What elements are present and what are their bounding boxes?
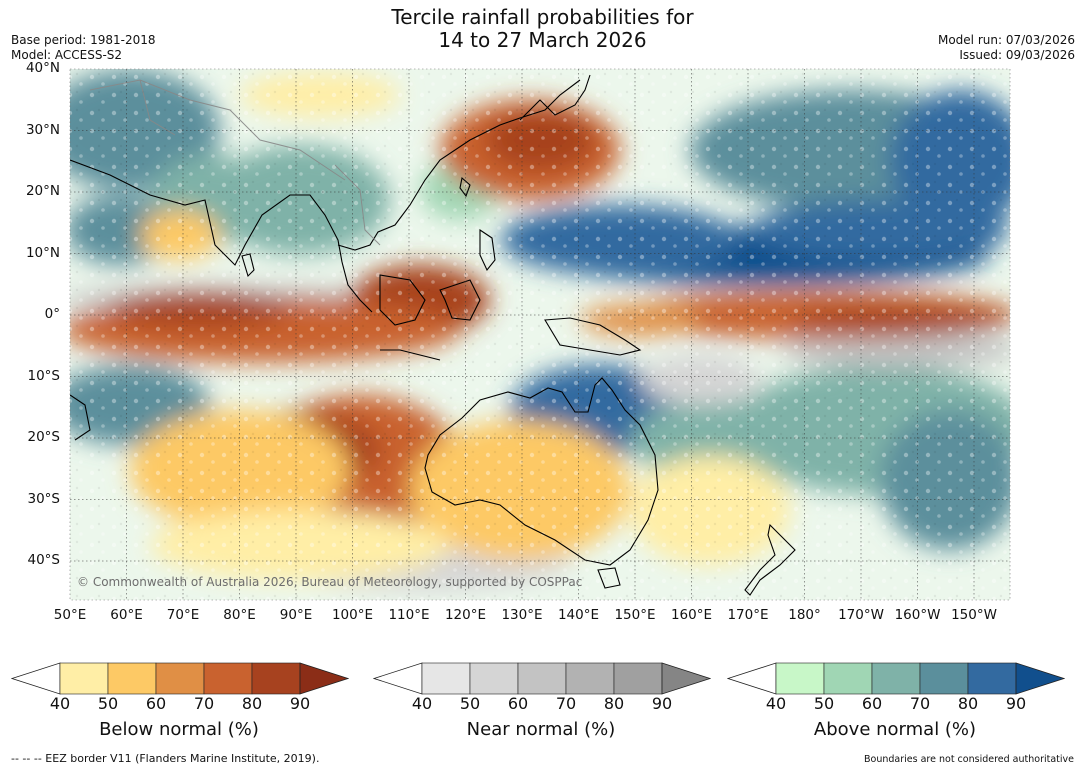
colorbar-tick-label: 80 [957, 694, 979, 713]
longitude-label: 70°E [166, 607, 200, 623]
longitude-label: 60°E [110, 607, 143, 623]
colorbar-segment [919, 662, 969, 695]
colorbar-tick-label: 70 [555, 694, 577, 713]
colorbar-segment [155, 662, 205, 695]
colorbar-tick-label: 90 [289, 694, 311, 713]
latitude-label: 30°S [27, 490, 61, 507]
colorbar-segment [517, 662, 567, 695]
colorbar [727, 662, 1065, 695]
graticule [70, 69, 1010, 600]
latitude-label: 40°S [27, 552, 61, 568]
issued-date: Issued: 09/03/2026 [959, 48, 1075, 62]
longitude-label: 120°E [444, 607, 487, 623]
longitude-label: 130°E [501, 607, 543, 623]
colorbar-segment [871, 662, 921, 695]
colorbar-tick-label: 70 [909, 694, 931, 713]
colorbar-segment [469, 662, 519, 695]
colorbar-tick-label: 70 [193, 694, 215, 713]
colorbar-title: Below normal (%) [99, 719, 259, 740]
colorbar-title: Near normal (%) [466, 719, 616, 740]
colorbar-high-extension [661, 662, 711, 695]
colorbar-tick-label: 60 [507, 694, 529, 713]
colorbar-high-extension [1015, 662, 1065, 695]
colorbar-segment [823, 662, 873, 695]
eez-border-note: -- -- -- EEZ border V11 (Flanders Marine… [11, 752, 320, 765]
latitude-label: 10°S [27, 367, 61, 384]
longitude-label: 110°E [388, 607, 430, 623]
longitude-label: 160°E [670, 607, 713, 623]
longitude-label: 170°E [727, 607, 769, 623]
base-period: Base period: 1981-2018 [11, 33, 156, 47]
colorbar-tick-label: 90 [651, 694, 673, 713]
boundary-disclaimer: Boundaries are not considered authoritat… [864, 754, 1074, 765]
colorbar-tick-label: 80 [241, 694, 263, 713]
longitude-label: 100°E [331, 607, 374, 623]
longitude-label: 90°E [279, 607, 313, 623]
colorbar-segment [613, 662, 663, 695]
colorbar-tick-label: 60 [861, 694, 883, 713]
colorbar-tick-label: 40 [49, 694, 71, 713]
colorbar-segment [775, 662, 825, 695]
colorbar-segment [565, 662, 615, 695]
map-title-line1: Tercile rainfall probabilities for [391, 5, 694, 29]
colorbar-tick-label: 90 [1005, 694, 1027, 713]
longitude-label: 160°W [894, 607, 941, 623]
colorbar-tick-label: 50 [97, 694, 119, 713]
longitude-label: 170°W [838, 607, 884, 623]
colorbar [373, 662, 711, 695]
longitude-label: 140°E [557, 607, 600, 623]
colorbar-title: Above normal (%) [813, 719, 977, 740]
copyright-credit: © Commonwealth of Australia 2026, Bureau… [77, 575, 583, 589]
colorbar-tick-label: 40 [411, 694, 433, 713]
model-name: Model: ACCESS-S2 [11, 48, 123, 62]
longitude-label: 80°E [223, 607, 256, 623]
colorbar-tick-label: 80 [603, 694, 625, 713]
latitude-label: 20°N [25, 183, 60, 199]
latitude-label: 30°N [25, 121, 60, 138]
colorbar-segment [421, 662, 471, 695]
longitude-label: 180° [788, 607, 821, 623]
map-frame [69, 68, 1011, 601]
colorbar-tick-label: 40 [765, 694, 787, 713]
latitude-label: 10°N [25, 244, 60, 261]
longitude-label: 150°W [951, 607, 997, 623]
colorbar-low-extension [373, 662, 423, 695]
colorbar-tick-label: 50 [459, 694, 481, 713]
latitude-label: 40°N [25, 60, 60, 76]
latitude-label: 20°S [27, 429, 61, 445]
colorbar-segment [203, 662, 253, 695]
longitude-label: 150°E [614, 607, 656, 623]
colorbar-segment [107, 662, 157, 695]
colorbar-segment [59, 662, 109, 695]
country-borders [89, 79, 381, 246]
latitude-label: 0° [44, 306, 60, 322]
colorbar-low-extension [11, 662, 61, 695]
colorbar-segment [967, 662, 1017, 695]
colorbar-low-extension [727, 662, 777, 695]
model-run-date: Model run: 07/03/2026 [937, 33, 1075, 47]
colorbar [11, 662, 349, 695]
probability-field [70, 69, 1010, 600]
colorbar-tick-label: 60 [145, 694, 167, 713]
map-title-line2: 14 to 27 March 2026 [438, 28, 647, 52]
colorbar-high-extension [299, 662, 349, 695]
coastlines [70, 74, 796, 596]
colorbar-segment [251, 662, 301, 695]
longitude-label: 50°E [53, 607, 87, 623]
colorbar-tick-label: 50 [813, 694, 835, 713]
